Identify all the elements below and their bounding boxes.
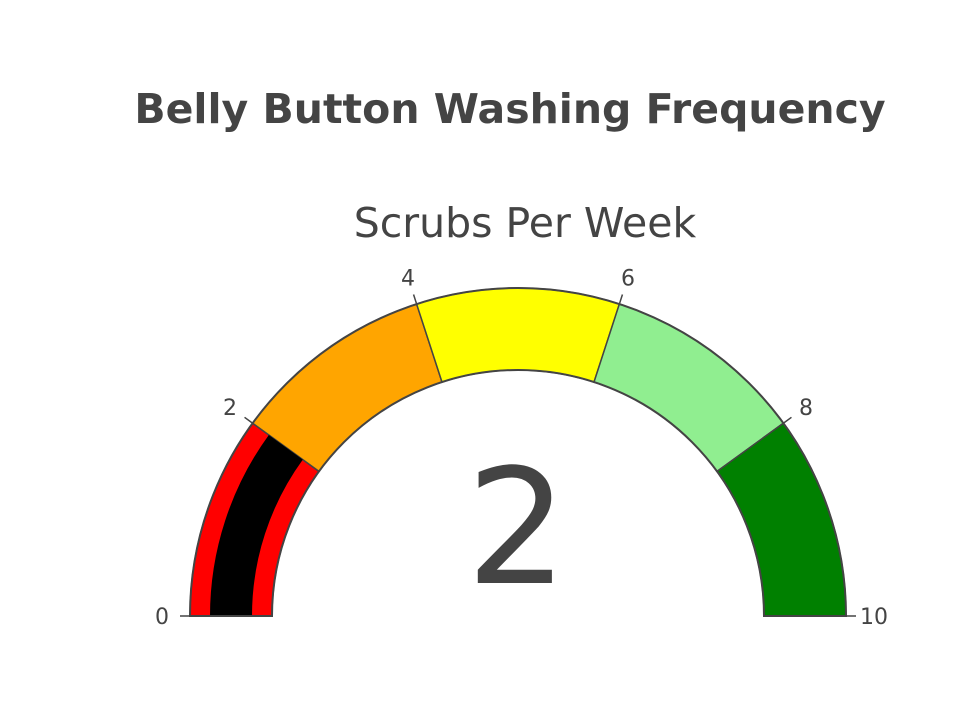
gauge-tick-4 — [782, 416, 792, 424]
gauge-subtitle: Scrubs Per Week — [354, 199, 697, 247]
gauge-outline-group — [188, 287, 848, 617]
chart-title: Belly Button Washing Frequency — [134, 85, 885, 133]
gauge-tick-label-0: 0 — [155, 605, 169, 630]
gauge-tick-2 — [412, 294, 418, 305]
gauge-tick-label-5: 10 — [860, 605, 888, 630]
gauge-step-2 — [415, 287, 621, 383]
gauge-value-bar — [210, 434, 303, 616]
gauge-tick-label-3: 6 — [621, 266, 635, 291]
gauge-bar-group — [210, 434, 303, 616]
gauge-tick-label-1: 2 — [223, 396, 237, 421]
gauge-value: 2 — [466, 434, 568, 621]
gauge-tick-label-4: 8 — [799, 396, 813, 421]
gauge-tick-label-2: 4 — [401, 266, 415, 291]
gauge-tick-3 — [618, 294, 624, 305]
gauge-tick-1 — [244, 416, 254, 424]
gauge-outline — [188, 287, 848, 617]
gauge-ticks: 0 2 4 6 8 10 — [155, 266, 888, 630]
